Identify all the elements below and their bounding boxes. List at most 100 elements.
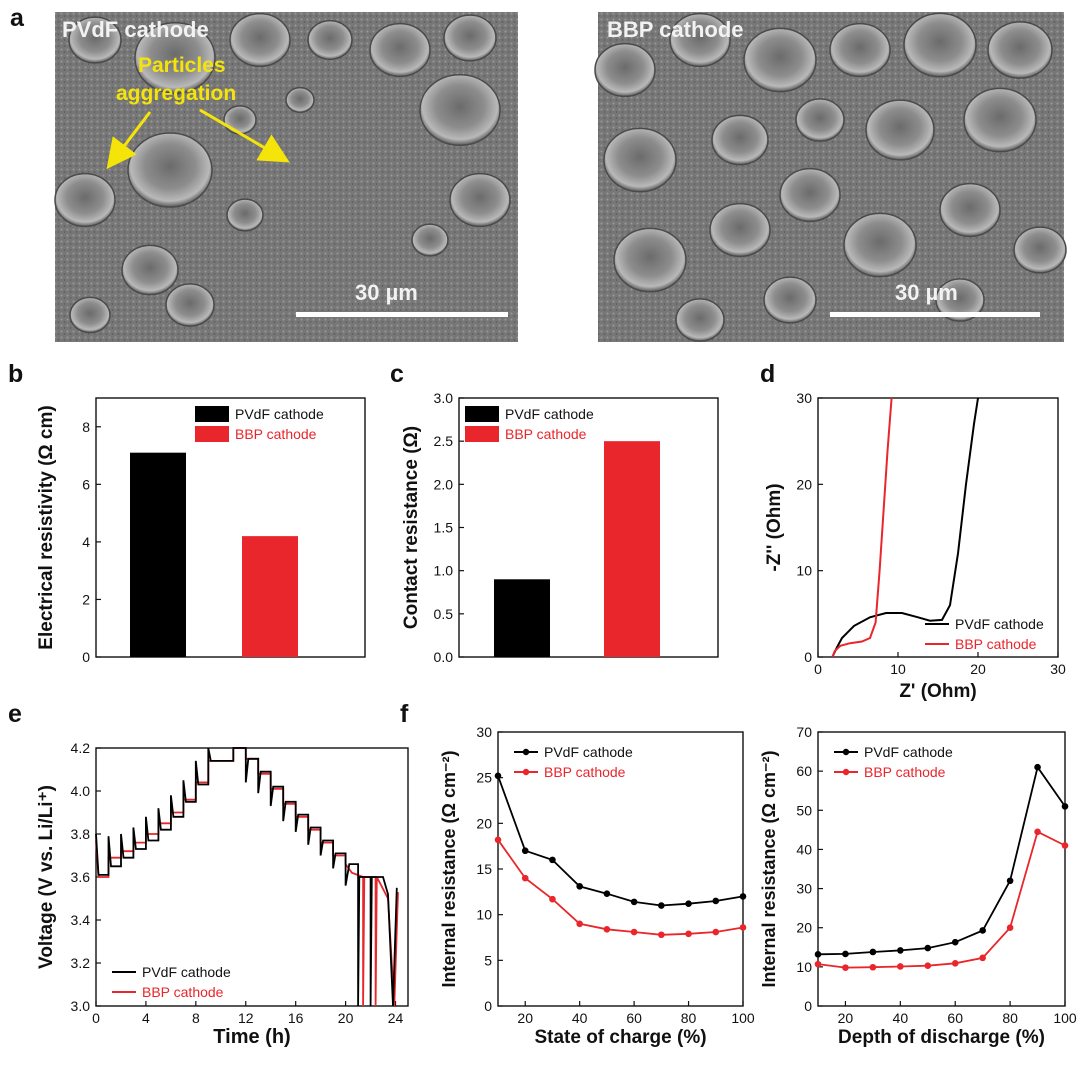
data-point-bbp [549,895,556,903]
x-axis-label: Depth of discharge (%) [838,1027,1045,1048]
sem-particle [669,12,731,68]
sem-particle [709,202,771,258]
bar-pvdf [130,452,186,657]
y-axis-label: Electrical resistivity (Ω cm) [36,405,57,649]
bar-bbp [242,536,298,657]
data-point-bbp [712,928,720,936]
legend-label: PVdF cathode [955,616,1044,632]
y-axis-label: Internal resistance (Ω cm⁻²) [759,750,779,987]
sem-label-bbp: BBP cathode [607,17,744,42]
sem-particle [779,167,841,223]
x-tick-label: 12 [238,1010,254,1026]
legend-label: BBP cathode [864,764,946,780]
x-tick-label: 80 [681,1010,697,1026]
sem-particle [165,283,215,327]
data-point-pvdf [712,897,720,905]
x-tick-label: 10 [890,661,906,677]
scale-bar-pvdf [296,312,508,317]
data-point-bbp [494,836,502,844]
scale-bar-label-bbp: 30 µm [895,280,958,305]
sem-label-pvdf: PVdF cathode [62,17,209,42]
y-tick-label: 30 [796,881,812,897]
data-point-bbp [924,962,932,969]
sem-particle [594,42,656,98]
sem-particle [369,22,431,78]
series-line-bbp [497,839,744,936]
sem-particle [449,172,511,228]
data-point-pvdf [897,947,904,954]
data-point-bbp [979,954,986,962]
x-tick-label: 40 [572,1010,588,1026]
legend-label: PVdF cathode [142,964,231,980]
series-line-pvdf [817,765,1066,956]
chart-contact-resistance: 0.0 0.5 1.0 1.5 2.0 2.5 3.0 Contact resistance … [401,390,719,665]
sem-particle [763,276,817,324]
legend-label: BBP cathode [235,426,317,442]
legend-swatch [195,426,229,442]
y-tick-label: 3.0 [434,390,454,406]
legend-marker [842,768,850,776]
sem-particle [711,114,769,166]
legend-label: PVdF cathode [235,406,324,422]
legend-swatch [465,406,499,422]
y-tick-label: 0.5 [434,606,454,622]
sem-particle [69,296,111,334]
x-tick-label: 24 [388,1010,404,1026]
data-point-bbp [1034,828,1041,836]
y-tick-label: 5 [484,952,492,968]
plot-frame [95,397,366,658]
data-point-bbp [739,924,747,931]
x-tick-label: 20 [338,1010,354,1026]
y-tick-label: 3.0 [71,998,91,1014]
scale-bar-bbp [830,312,1040,317]
y-tick-label: 3.4 [71,912,91,928]
sem-image-pvdf: PVdF cathode Particles aggregation 30 µm [54,12,518,342]
y-tick-label: 1.5 [434,520,454,536]
sem-particle [903,12,977,78]
legend-marker [842,748,850,756]
data-point-pvdf [658,902,665,909]
y-axis-label: -Z'' (Ohm) [764,483,785,571]
sem-image-bbp: BBP cathode 30 µm [594,12,1067,342]
y-tick-label: 0 [82,649,90,665]
bar-bbp [604,441,660,657]
panel-label-b: b [8,360,23,388]
sem-particle [68,16,122,64]
sem-particle [226,198,264,232]
x-tick-label: 0 [814,661,822,677]
y-tick-label: 0 [484,998,492,1014]
y-tick-label: 3.6 [71,869,91,885]
y-tick-label: 40 [796,841,812,857]
y-tick-label: 30 [476,724,492,740]
series-line-bbp [831,397,893,658]
chart-electrical-resistivity: 0 2 4 6 8 Electrical resistivity (Ω cm) PVdF c… [36,397,366,665]
y-tick-label: 6 [82,476,90,492]
y-axis-label: Voltage (V vs. Li/Li⁺) [36,785,57,969]
y-axis-label: Internal resistance (Ω cm⁻²) [439,750,459,987]
arrow-left [106,111,152,170]
data-point-pvdf [979,927,986,934]
y-tick-label: 20 [476,815,492,831]
annotation-aggregation: aggregation [116,82,236,105]
y-tick-label: 25 [476,770,492,786]
y-tick-label: 0 [804,649,812,665]
sem-particle [743,27,817,93]
y-tick-label: 50 [796,802,812,818]
y-tick-label: 10 [796,563,812,579]
data-point-bbp [814,960,822,968]
y-tick-label: 70 [796,724,812,740]
panel-label-d: d [760,360,775,388]
sem-particle [134,22,216,94]
sem-particle [223,105,257,135]
sem-particle [54,172,116,228]
sem-particle [443,14,497,62]
x-axis-label: Z' (Ohm) [899,681,976,702]
sem-particle [939,182,1001,238]
data-point-bbp [869,963,877,971]
legend-marker [522,768,530,776]
y-tick-label: 10 [796,959,812,975]
plot-frame [817,731,1066,1007]
data-point-bbp [1006,924,1014,932]
sem-particle [987,21,1053,79]
x-tick-label: 4 [142,1010,150,1026]
